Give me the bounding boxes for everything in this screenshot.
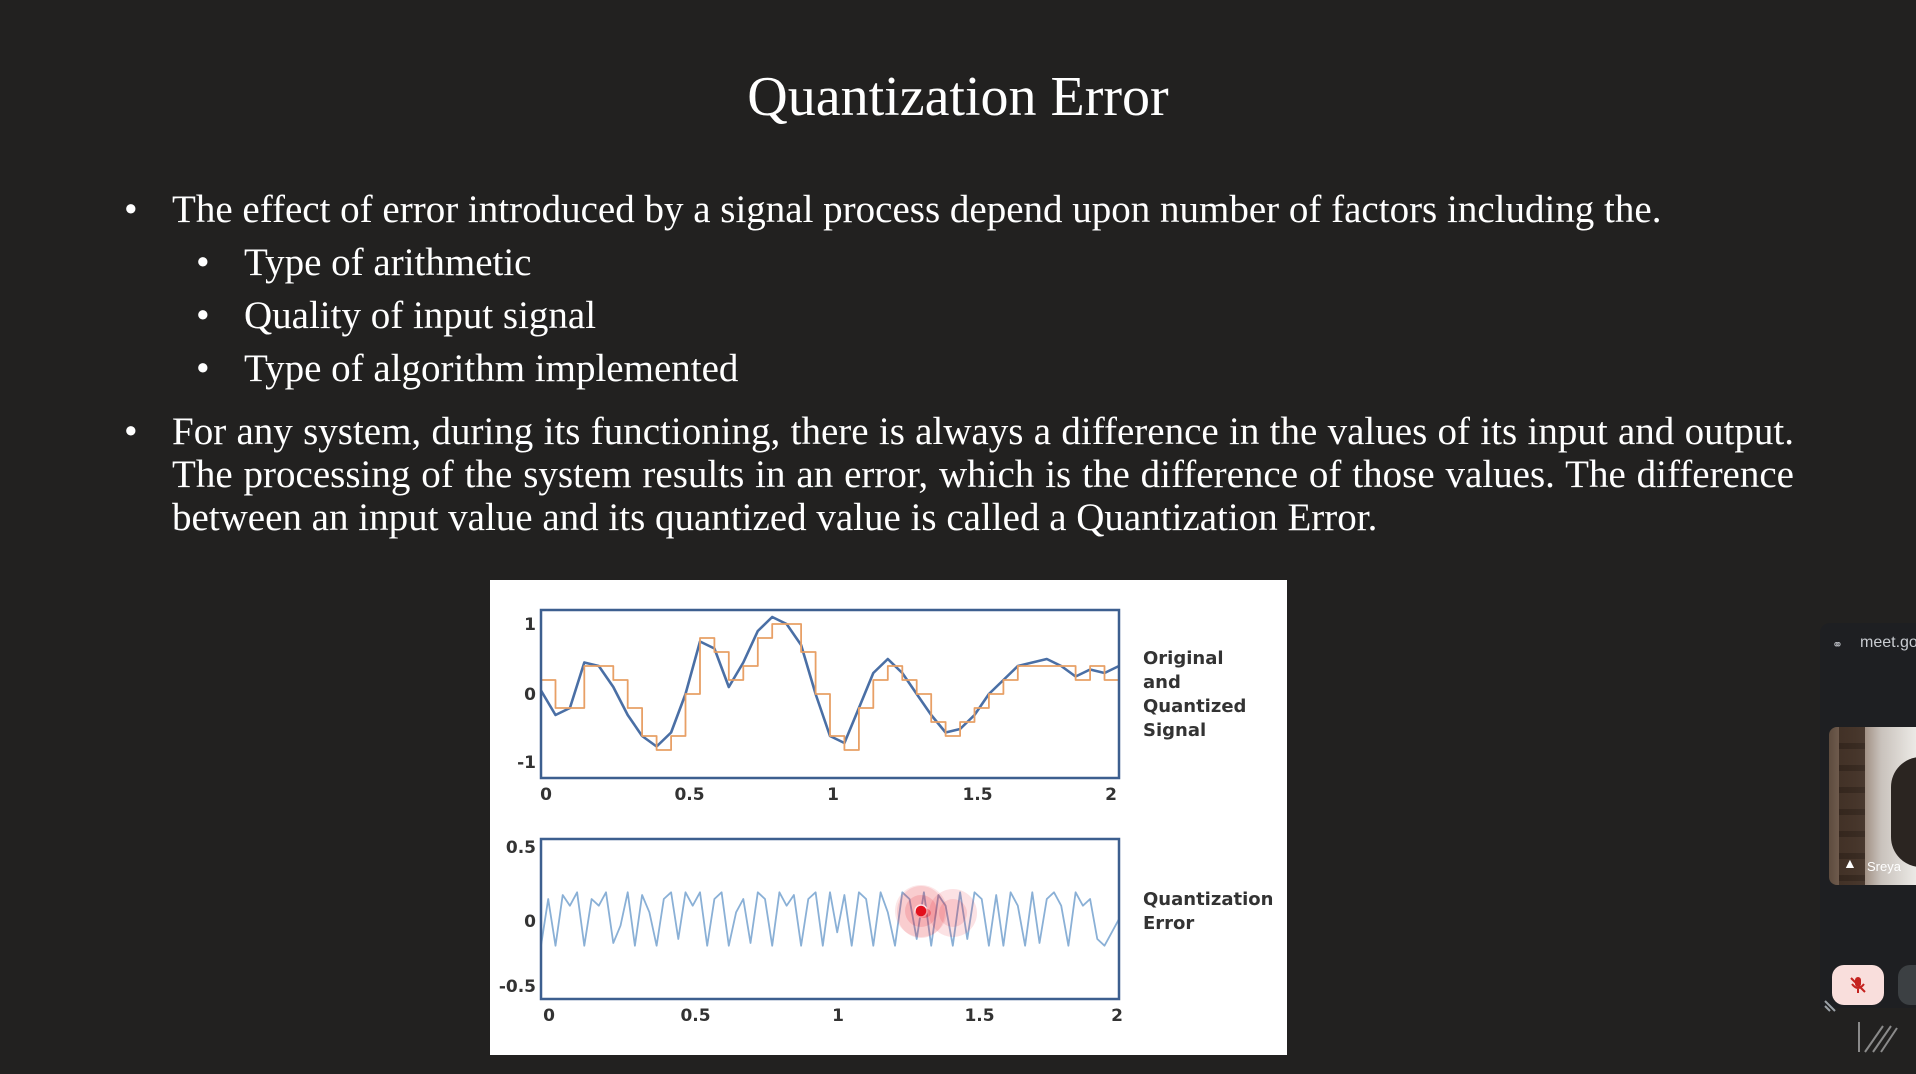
sub-bullet-arithmetic: Type of arithmetic [124,241,1794,284]
chart1-plot-frame [539,608,1121,780]
mic-off-icon [1850,977,1866,993]
participant-name: Sreya [1867,859,1901,874]
chart1-y-tick-label: 0 [524,685,536,705]
chart1-x-tick-label: 2 [1105,785,1117,805]
bullet-1: The effect of error introduced by a sign… [124,188,1794,231]
pin-icon[interactable]: ▲ [1843,855,1857,871]
chart2-y-tick-label: 0.5 [506,838,536,858]
bookshelf-background [1839,727,1865,885]
participant-silhouette [1891,757,1916,867]
chart1-x-tick-label: 0 [540,785,552,805]
meet-floating-panel: ⚭ meet.go ▲ Sreya [1820,623,1916,1008]
participant-video-tile[interactable]: ▲ Sreya [1829,727,1916,885]
chart1-legend-text: Quantized [1143,696,1246,717]
chart2-x-tick-label: 0.5 [680,1006,710,1026]
link-icon: ⚭ [1832,637,1843,652]
chart1-y-tick-label: -1 [517,753,536,773]
chart2-plot-frame [539,837,1121,1001]
chart1-series-2-line [541,623,1120,751]
chart2-legend-text: Error [1143,913,1194,934]
sub-bullet-list: Type of arithmetic Quality of input sign… [124,241,1794,390]
chart2-x-tick-label: 1 [832,1006,844,1026]
chart1-legend-text: Signal [1143,720,1206,741]
chart1-x-tick-label: 0.5 [674,785,704,805]
meet-url[interactable]: meet.go [1860,634,1916,651]
chart1-x-tick-label: 1.5 [962,785,992,805]
laser-pointer-trail-glow [929,889,977,937]
sub-bullet-algorithm: Type of algorithm implemented [124,347,1794,390]
bullet-list: The effect of error introduced by a sign… [124,188,1794,539]
chart2-y-tick-label: -0.5 [499,977,536,997]
figure-svg: 0 0.5 1 1.5 210-1OriginalandQuantizedSignal0… [499,608,1273,1026]
chart2-x-tick-label: 2 [1111,1006,1123,1026]
chart1-x-tick-label: 1 [827,785,839,805]
chart1-legend-text: and [1143,672,1181,693]
sub-bullet-input-signal: Quality of input signal [124,294,1794,337]
resize-handle-icon[interactable] [1823,999,1837,1013]
bullet-2: For any system, during its functioning, … [124,410,1794,539]
stripes-logo-icon [1858,1022,1898,1053]
chart2-x-tick-label: 0 [543,1006,555,1026]
laser-pointer-trail-glow-inner [939,899,967,927]
chart2-series-1-line [540,891,1120,947]
quantization-figure: 0 0.5 1 1.5 2 1 0 -1 Original and Quantized Signal 0… [490,580,1287,1055]
chart2-y-tick-label: 0 [524,912,536,932]
more-options-button[interactable] [1898,965,1916,1005]
mic-off-button[interactable] [1832,965,1884,1005]
chart1-legend-text: Original [1143,648,1224,669]
chart1-y-tick-label: 1 [524,615,536,635]
laser-pointer-core [916,907,924,913]
laser-pointer-trail [897,886,945,938]
chart2-legend-text: Quantization [1143,889,1273,910]
slide-title: Quantization Error [747,66,1169,128]
chart2-x-tick-label: 1.5 [964,1006,994,1026]
